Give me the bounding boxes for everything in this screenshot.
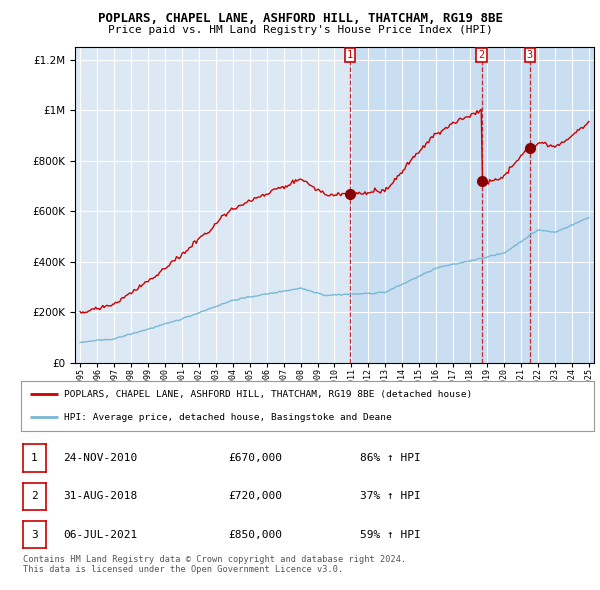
Text: 2: 2 (478, 50, 485, 60)
Text: £720,000: £720,000 (228, 491, 282, 501)
Text: 1: 1 (347, 50, 353, 60)
Text: 59% ↑ HPI: 59% ↑ HPI (360, 530, 421, 539)
Text: 06-JUL-2021: 06-JUL-2021 (63, 530, 137, 539)
Bar (482, 47, 530, 363)
Bar (530, 47, 594, 363)
Text: 86% ↑ HPI: 86% ↑ HPI (360, 453, 421, 463)
Text: £850,000: £850,000 (228, 530, 282, 539)
Text: Contains HM Land Registry data © Crown copyright and database right 2024.
This d: Contains HM Land Registry data © Crown c… (23, 555, 406, 574)
Text: 2: 2 (31, 491, 38, 501)
Text: 3: 3 (31, 530, 38, 539)
Text: 3: 3 (527, 50, 533, 60)
Text: 31-AUG-2018: 31-AUG-2018 (63, 491, 137, 501)
Text: POPLARS, CHAPEL LANE, ASHFORD HILL, THATCHAM, RG19 8BE: POPLARS, CHAPEL LANE, ASHFORD HILL, THAT… (97, 12, 503, 25)
Text: Price paid vs. HM Land Registry's House Price Index (HPI): Price paid vs. HM Land Registry's House … (107, 25, 493, 35)
Text: POPLARS, CHAPEL LANE, ASHFORD HILL, THATCHAM, RG19 8BE (detached house): POPLARS, CHAPEL LANE, ASHFORD HILL, THAT… (64, 389, 472, 399)
Text: HPI: Average price, detached house, Basingstoke and Deane: HPI: Average price, detached house, Basi… (64, 412, 392, 422)
Text: 37% ↑ HPI: 37% ↑ HPI (360, 491, 421, 501)
Text: 24-NOV-2010: 24-NOV-2010 (63, 453, 137, 463)
Text: 1: 1 (31, 453, 38, 463)
Bar (350, 47, 482, 363)
Text: £670,000: £670,000 (228, 453, 282, 463)
